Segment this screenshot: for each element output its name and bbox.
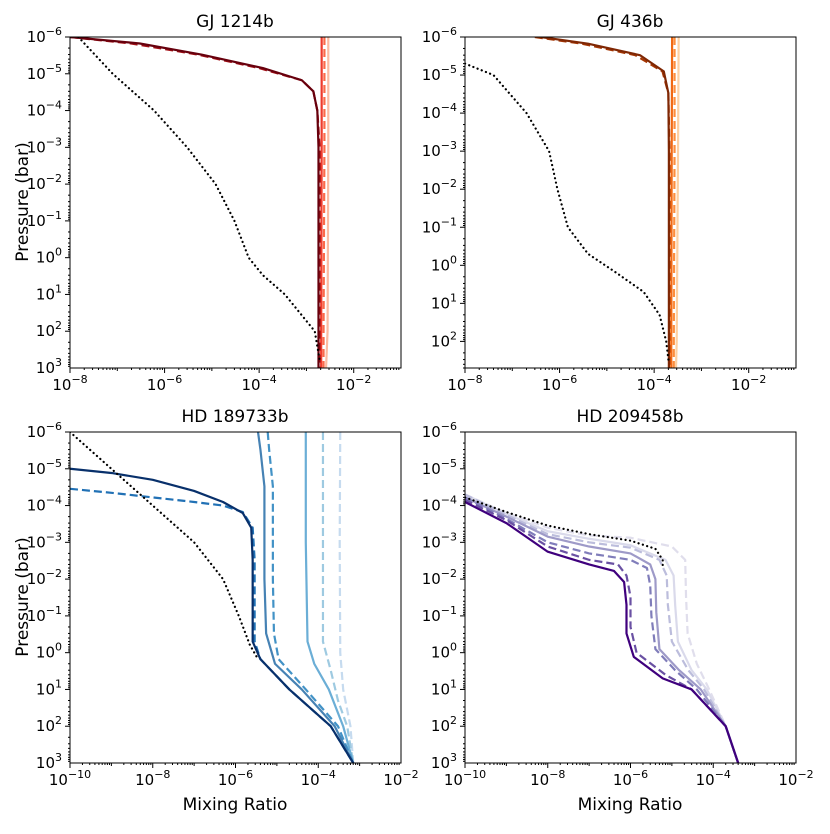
series-line-1 (324, 37, 325, 368)
y-tick-label: 101 (36, 282, 62, 303)
x-tick-label: 10−10 (49, 768, 91, 789)
y-tick-label: 10−6 (27, 25, 62, 46)
y-tick-label: 10−4 (422, 494, 457, 515)
panel-title: HD 189733b (182, 407, 289, 427)
panel-gj-436b: GJ 436b 10−8 10−6 10−4 10−2 10−6 10−5 10−4 10−3… (422, 12, 796, 394)
plot-frame (70, 432, 401, 763)
y-tick-label: 101 (431, 677, 457, 698)
series-line-2 (465, 494, 738, 763)
y-tick-label: 100 (36, 246, 62, 267)
y-tick-label: 102 (431, 329, 457, 350)
y-tick-label: 10−3 (422, 139, 457, 160)
y-tick-label: 10−6 (422, 25, 457, 46)
y-tick-label: 10−1 (422, 604, 457, 625)
series-line-3 (70, 37, 320, 368)
panel-hd-209458b: HD 209458b 10−10 10−8 10−6 10−4 10−2 10−6 10−5… (422, 407, 814, 789)
x-tick-label: 10−2 (778, 768, 813, 789)
series-line-5 (465, 500, 738, 763)
x-tick-label: 10−4 (301, 768, 336, 789)
y-tick-label: 10−2 (422, 567, 457, 588)
x-tick-label: 10−4 (636, 373, 671, 394)
y-tick-label: 10−2 (422, 177, 457, 198)
y-tick-label: 10−6 (27, 420, 62, 441)
x-tick-label: 10−4 (241, 373, 276, 394)
panel-title: GJ 436b (597, 12, 664, 32)
y-tick-label: 10−4 (27, 99, 62, 120)
series-line-4 (541, 37, 669, 368)
plot-frame (70, 37, 401, 368)
x-tick-label: 10−2 (731, 373, 766, 394)
series-line-5 (78, 37, 319, 360)
series-line-0 (326, 37, 328, 368)
y-axis-label-top: Pressure (bar) (13, 142, 33, 261)
panel-hd-189733b: HD 189733b 10−10 10−8 10−6 10−4 10−2 10−6 10−5… (27, 407, 419, 789)
series-line-3 (535, 37, 670, 368)
y-tick-label: 103 (36, 751, 62, 772)
y-tick-label: 10−5 (422, 457, 457, 478)
panel-title: HD 209458b (577, 407, 684, 427)
x-tick-label: 10−6 (218, 768, 253, 789)
series-line-1 (465, 494, 738, 763)
y-tick-label: 103 (36, 356, 62, 377)
x-tick-label: 10−2 (383, 768, 418, 789)
y-tick-label: 102 (36, 714, 62, 735)
y-axis-label-bottom: Pressure (bar) (13, 537, 33, 656)
y-tick-label: 10−4 (27, 494, 62, 515)
y-tick-label: 10−5 (27, 62, 62, 83)
y-tick-label: 10−5 (27, 457, 62, 478)
y-tick-label: 10−6 (422, 420, 457, 441)
series-line-4 (70, 37, 319, 368)
x-axis-label-right: Mixing Ratio (578, 795, 683, 815)
series-line-1 (674, 37, 675, 368)
y-tick-label: 10−4 (422, 101, 457, 122)
y-tick-label: 100 (36, 641, 62, 662)
series-line-4 (465, 497, 738, 763)
y-tick-label: 100 (431, 641, 457, 662)
series-line-5 (70, 489, 353, 763)
y-tick-label: 102 (36, 319, 62, 340)
y-tick-label: 10−1 (422, 215, 457, 236)
plot-frame (465, 37, 796, 368)
y-tick-label: 10−3 (422, 530, 457, 551)
y-tick-label: 100 (431, 253, 457, 274)
series-line-0 (676, 37, 679, 368)
series-line-5 (465, 64, 668, 360)
x-tick-label: 10−8 (52, 373, 87, 394)
y-tick-label: 102 (431, 714, 457, 735)
series-line-7 (70, 432, 258, 659)
x-tick-label: 10−8 (530, 768, 565, 789)
series-line-2 (671, 37, 672, 368)
x-tick-label: 10−10 (444, 768, 486, 789)
x-tick-label: 10−8 (135, 768, 170, 789)
panel-title: GJ 1214b (196, 12, 274, 32)
x-tick-label: 10−6 (542, 373, 577, 394)
x-axis-label-left: Mixing Ratio (183, 795, 288, 815)
y-tick-label: 103 (431, 751, 457, 772)
x-tick-label: 10−8 (447, 373, 482, 394)
series-line-6 (70, 469, 353, 763)
x-tick-label: 10−6 (147, 373, 182, 394)
x-tick-label: 10−2 (336, 373, 371, 394)
series-line-2 (306, 432, 353, 763)
y-tick-label: 10−5 (422, 63, 457, 84)
x-tick-label: 10−4 (696, 768, 731, 789)
y-tick-label: 101 (36, 677, 62, 698)
series-line-3 (465, 497, 738, 763)
series-line-0 (465, 494, 738, 763)
x-tick-label: 10−6 (613, 768, 648, 789)
y-tick-label: 101 (431, 291, 457, 312)
